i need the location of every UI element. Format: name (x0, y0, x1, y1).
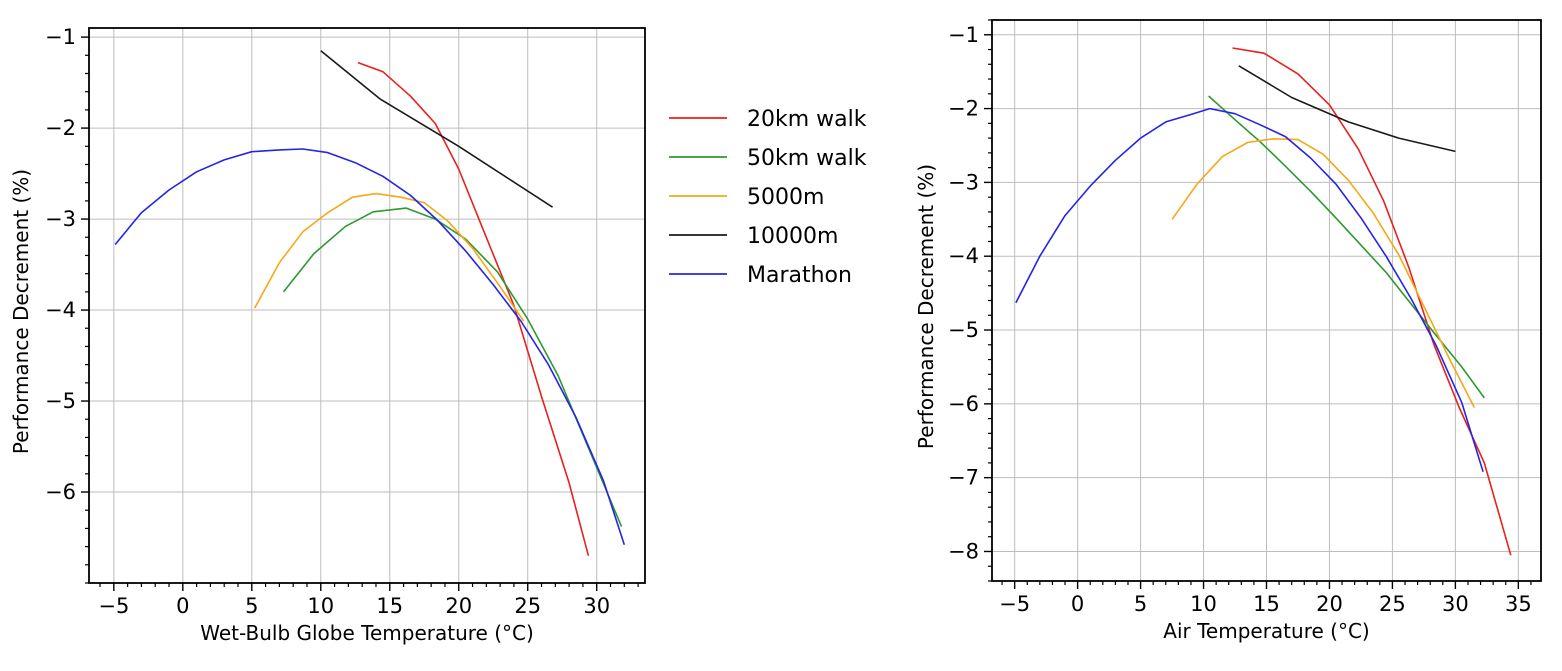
right-chart: −5 0 5 10 15 20 25 30 35 −8 −7 −6 −5 −4 −3 −2 −1 Air Temp… (914, 19, 1542, 643)
left-chart: −5 0 5 10 15 20 25 30 −6 −5 −4 −3 −2 −1 Wet-Bulb Globe… (9, 25, 646, 645)
left-tick-label-y: −3 (45, 207, 76, 231)
right-tick-label-y: −8 (948, 539, 979, 563)
left-series-line-10000m (320, 50, 554, 208)
left-tick-label-x: −5 (98, 594, 129, 618)
right-tick-label-y: −4 (948, 244, 979, 268)
right-tick-label-x: 15 (1253, 592, 1280, 616)
right-y-axis-label: Performance Decrement (%) (914, 164, 938, 449)
right-tick-label-x: 0 (1071, 592, 1084, 616)
left-minor-ticks (85, 54, 639, 587)
right-tick-label-x: 35 (1505, 592, 1532, 616)
left-grid (89, 28, 645, 583)
right-series-line-marathon (1015, 107, 1484, 473)
left-series-group (114, 50, 626, 556)
right-tick-label-x: 20 (1316, 592, 1343, 616)
right-series-line-50km-walk (1208, 95, 1485, 399)
left-major-ticks: −5 0 5 10 15 20 25 30 −6 −5 −4 −3 −2 −1 (45, 25, 610, 618)
right-tick-label-y: −5 (948, 318, 979, 342)
right-series-group (1015, 47, 1512, 556)
left-tick-label-y: −2 (45, 116, 76, 140)
legend-label-5000m: 5000m (747, 185, 824, 210)
left-series-line-20km-walk (357, 61, 590, 556)
left-series-line-5000m (253, 192, 525, 322)
right-tick-label-x: 10 (1190, 592, 1217, 616)
left-tick-label-x: 25 (514, 594, 541, 618)
legend: 20km walk 50km walk 5000m 10000m Marathon (669, 107, 867, 288)
left-plot-frame (88, 27, 646, 584)
left-series-line-marathon (114, 148, 626, 546)
left-tick-label-x: 5 (245, 594, 258, 618)
right-minor-ticks (988, 19, 1532, 585)
legend-item-20km-walk: 20km walk (669, 107, 867, 132)
left-tick-label-y: −5 (45, 389, 76, 413)
left-tick-label-x: 15 (376, 594, 403, 618)
right-tick-label-y: −6 (948, 392, 979, 416)
right-tick-label-x: 25 (1379, 592, 1406, 616)
left-tick-label-x: 0 (176, 594, 189, 618)
left-series-line-50km-walk (282, 207, 623, 527)
left-tick-label-x: 20 (445, 594, 472, 618)
left-tick-label-y: −6 (45, 480, 76, 504)
right-series-line-20km-walk (1232, 47, 1512, 556)
right-tick-label-y: −7 (948, 466, 979, 490)
legend-item-10000m: 10000m (669, 224, 838, 249)
right-grid (992, 20, 1541, 581)
right-tick-label-y: −2 (948, 97, 979, 121)
right-major-ticks: −5 0 5 10 15 20 25 30 35 −8 −7 −6 −5 −4 −3 −2 −1 (948, 23, 1532, 616)
right-tick-label-y: −1 (948, 23, 979, 47)
right-x-axis-label: Air Temperature (°C) (1163, 619, 1369, 643)
left-tick-label-x: 30 (583, 594, 610, 618)
right-tick-label-y: −3 (948, 170, 979, 194)
left-tick-label-y: −1 (45, 25, 76, 49)
left-tick-label-x: 10 (307, 594, 334, 618)
right-series-line-5000m (1171, 138, 1476, 408)
left-y-axis-label: Performance Decrement (%) (9, 169, 33, 454)
legend-label-marathon: Marathon (747, 263, 852, 288)
legend-item-marathon: Marathon (669, 263, 852, 288)
legend-item-50km-walk: 50km walk (669, 146, 867, 171)
right-tick-label-x: −5 (999, 592, 1030, 616)
left-tick-label-y: −4 (45, 298, 76, 322)
legend-label-10000m: 10000m (747, 224, 838, 249)
right-tick-label-x: 30 (1442, 592, 1469, 616)
legend-item-5000m: 5000m (669, 185, 824, 210)
legend-label-20km-walk: 20km walk (747, 107, 867, 132)
left-x-axis-label: Wet-Bulb Globe Temperature (°C) (200, 621, 534, 645)
right-tick-label-x: 5 (1134, 592, 1147, 616)
legend-label-50km-walk: 50km walk (747, 146, 867, 171)
right-series-line-10000m (1238, 65, 1456, 153)
